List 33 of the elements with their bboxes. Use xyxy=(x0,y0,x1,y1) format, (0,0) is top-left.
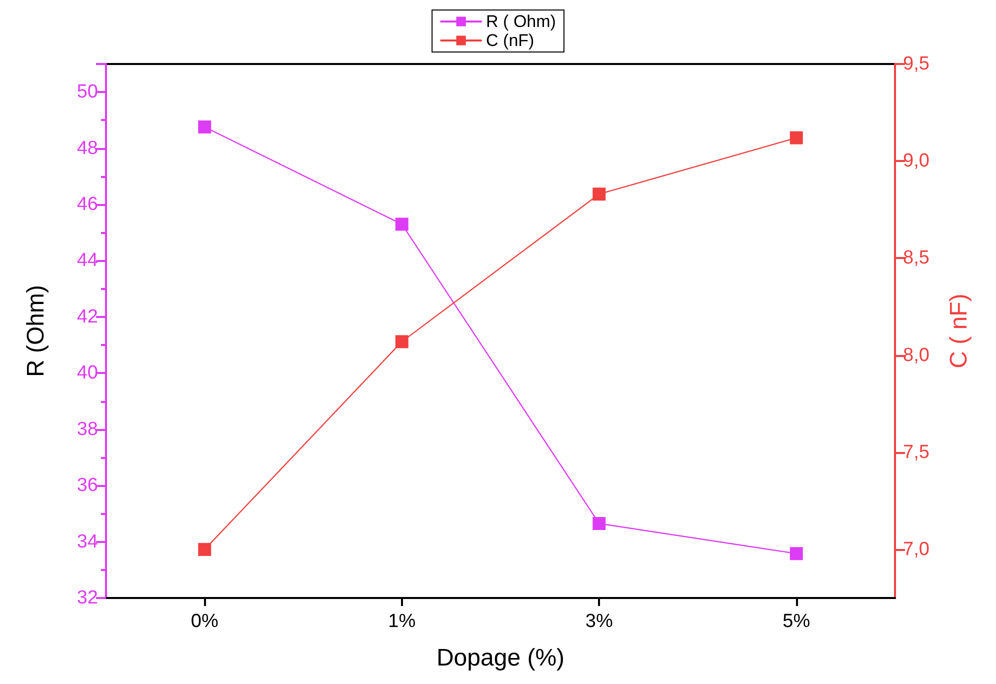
y-tick-label: 34 xyxy=(76,531,98,552)
y2-tick-label: 7,5 xyxy=(903,442,930,463)
point xyxy=(198,542,212,556)
y-tick-label: 40 xyxy=(76,362,98,384)
y-tick-label: 50 xyxy=(76,82,98,103)
point xyxy=(592,517,606,530)
y2-tick-label: 7,0 xyxy=(903,538,930,560)
point xyxy=(790,547,803,560)
legend-label: R ( Ohm) xyxy=(486,12,556,31)
point xyxy=(790,131,803,144)
y-tick-label: 42 xyxy=(76,306,98,328)
x-tick-label: 3% xyxy=(585,611,613,632)
point xyxy=(395,335,408,348)
point xyxy=(395,218,408,231)
x-tick-label: 1% xyxy=(388,611,416,632)
y-tick-label: 36 xyxy=(76,475,98,496)
y2-axis-title: C ( nF) xyxy=(946,294,972,368)
y-tick-label: 32 xyxy=(76,588,98,608)
y2-tick-label: 8,0 xyxy=(903,344,930,366)
y-tick-label: 44 xyxy=(76,250,98,272)
y2-tick-label: 8,5 xyxy=(903,248,930,269)
y2-tick-label: 9,5 xyxy=(903,54,930,74)
x-tick-label: 5% xyxy=(782,611,810,632)
y-tick-label: 38 xyxy=(76,418,98,440)
x-axis-title: Dopage (%) xyxy=(436,644,565,672)
legend-label: C (nF) xyxy=(486,31,534,50)
y-tick-label: 46 xyxy=(76,194,98,216)
x-tick-label: 0% xyxy=(190,611,218,632)
point xyxy=(198,120,212,134)
y-axis-title: R (Ohm) xyxy=(22,285,50,377)
y-tick-label: 48 xyxy=(76,138,98,159)
y2-tick-label: 9,0 xyxy=(903,150,930,172)
point xyxy=(592,188,606,201)
